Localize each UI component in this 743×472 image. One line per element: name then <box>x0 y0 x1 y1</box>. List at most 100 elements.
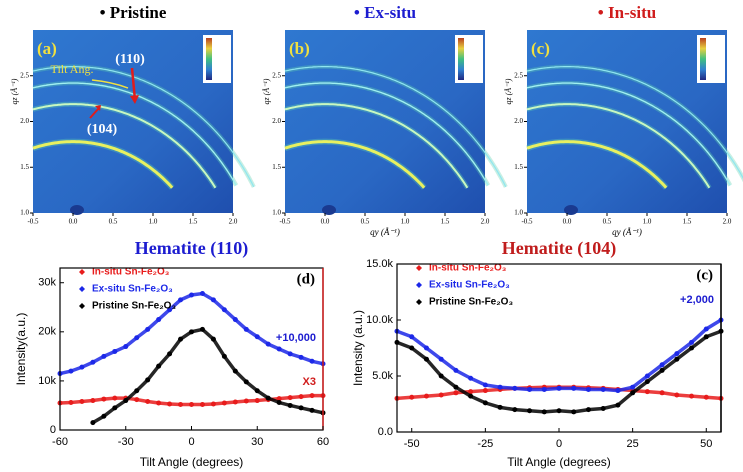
data-point <box>298 354 304 360</box>
legend-label: Ex-situ Sn-Fe₂O₃ <box>429 280 510 291</box>
annotation: (110) <box>115 52 145 67</box>
panel-label: (b) <box>289 39 310 58</box>
data-point <box>232 368 238 374</box>
x-axis-label: qy (Å⁻¹) <box>370 227 400 237</box>
beam-stop <box>564 205 578 215</box>
heatmap-image <box>285 30 485 213</box>
x-tick-label: 0.0 <box>321 218 330 226</box>
data-point <box>178 297 184 303</box>
y-tick-label: 5.0k <box>372 370 393 382</box>
annotation: Tilt Ang. <box>51 62 94 76</box>
colorbar <box>700 38 706 80</box>
y-tick-label: 2.5 <box>20 71 29 79</box>
data-point <box>541 409 547 415</box>
data-point <box>309 407 315 413</box>
data-point <box>276 396 282 402</box>
legend-label: In-situ Sn-Fe₂O₃ <box>92 267 170 278</box>
data-point <box>254 388 260 394</box>
x-tick-label: 1.5 <box>441 218 450 226</box>
legend-marker <box>416 265 422 271</box>
data-point <box>644 379 650 385</box>
data-point <box>90 398 96 404</box>
diffraction-ring <box>32 103 217 189</box>
data-point <box>156 363 162 369</box>
data-point <box>659 362 665 368</box>
data-point <box>199 291 205 297</box>
data-point <box>68 400 74 406</box>
data-point <box>497 404 503 410</box>
data-point <box>112 348 118 354</box>
legend-marker <box>79 303 85 309</box>
x-tick-label: 2.0 <box>723 218 732 226</box>
data-point <box>644 373 650 379</box>
data-point <box>210 336 216 342</box>
data-point <box>287 395 293 401</box>
y-tick-label: 1.0 <box>514 209 523 217</box>
data-point <box>512 407 518 413</box>
y-tick-label: 0.0 <box>378 426 393 438</box>
y-tick-label: 15.0k <box>366 258 393 270</box>
data-point <box>134 335 140 341</box>
data-point <box>189 329 194 335</box>
panel-label: (d) <box>297 271 315 287</box>
data-point <box>309 393 315 399</box>
data-point <box>79 364 85 370</box>
diffraction-ring <box>32 140 174 189</box>
y-tick-label: 2.0 <box>272 117 281 125</box>
data-point <box>482 382 488 388</box>
x-tick-label: 0.5 <box>109 218 118 226</box>
data-point <box>423 393 429 399</box>
data-point <box>298 405 304 411</box>
y-tick-label: 2.5 <box>514 71 523 79</box>
panel-label: (a) <box>37 39 57 58</box>
x-tick-label: -0.5 <box>279 218 291 226</box>
data-point <box>453 384 459 390</box>
data-point <box>689 345 695 351</box>
data-point <box>167 351 173 357</box>
data-point <box>556 385 562 391</box>
data-point <box>243 379 249 385</box>
x-tick-label: -50 <box>404 438 420 450</box>
data-point <box>497 384 503 390</box>
data-point <box>453 367 459 373</box>
data-point <box>482 400 488 406</box>
data-point <box>145 399 151 405</box>
y-tick-label: 1.0 <box>20 209 29 217</box>
data-point <box>112 405 118 411</box>
data-point <box>101 353 107 359</box>
legend-marker <box>416 282 422 288</box>
x-tick-label: 50 <box>700 438 712 450</box>
annotation: X3 <box>303 376 316 388</box>
diffraction-ring <box>284 65 507 188</box>
data-point <box>123 398 129 404</box>
data-point <box>423 356 429 362</box>
data-point <box>178 401 184 407</box>
data-point <box>221 307 227 313</box>
y-axis-label: Intensity(a.u.) <box>14 313 28 386</box>
data-point <box>265 341 271 347</box>
beam-stop <box>322 205 336 215</box>
y-tick-label: 1.5 <box>20 163 29 171</box>
data-point <box>134 388 140 394</box>
data-point <box>79 399 85 405</box>
data-point <box>199 401 205 407</box>
data-band <box>91 327 324 425</box>
x-tick-label: 0.5 <box>603 218 612 226</box>
data-point <box>90 420 96 426</box>
data-point <box>189 401 194 407</box>
data-point <box>423 345 429 351</box>
data-point <box>438 356 444 362</box>
x-tick-label: 1.0 <box>643 218 652 226</box>
y-tick-label: 2.0 <box>514 117 523 125</box>
y-axis-label: qz (Å⁻¹) <box>10 78 19 104</box>
data-point <box>243 398 249 404</box>
legend-marker <box>416 299 422 305</box>
data-point <box>287 351 293 357</box>
data-point <box>243 326 249 332</box>
data-point <box>123 344 129 350</box>
data-point <box>199 326 205 332</box>
panel-title: • In-situ <box>598 3 656 22</box>
data-point <box>674 392 680 398</box>
heatmap-image <box>33 30 233 213</box>
